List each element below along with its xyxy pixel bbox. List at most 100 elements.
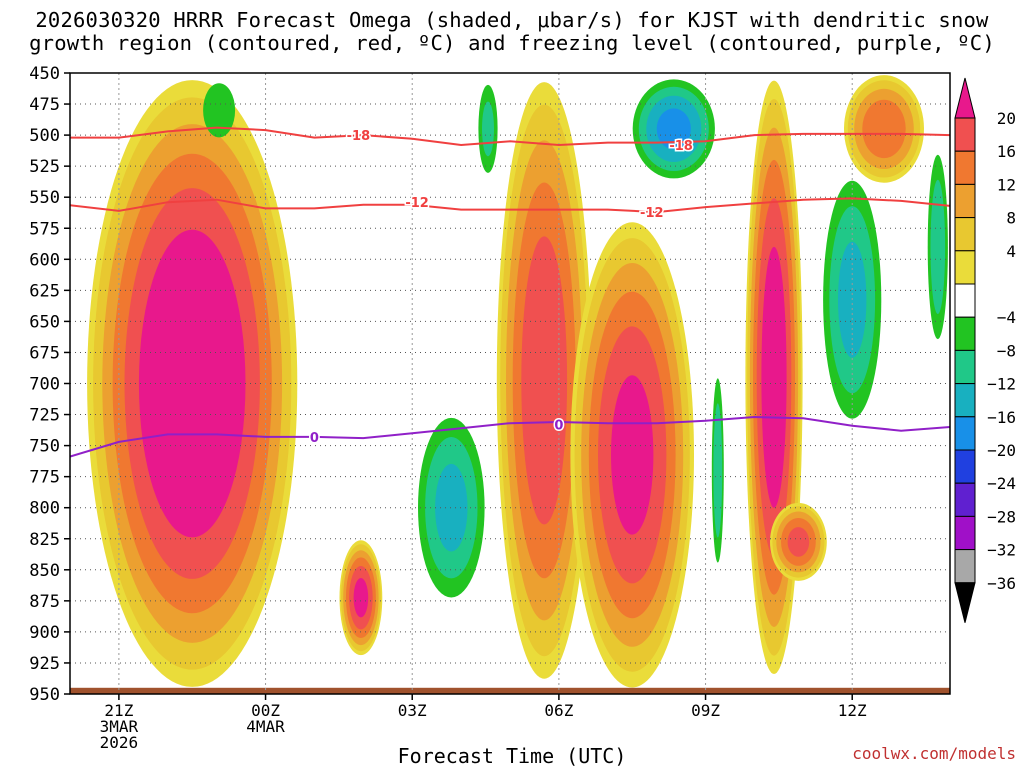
- contour-label: -12: [405, 196, 429, 211]
- x-tick-label: 2026: [100, 733, 139, 752]
- omega-band: [203, 83, 236, 138]
- colorbar-bottom-arrow: [954, 582, 976, 623]
- colorbar-box: [954, 349, 976, 385]
- ground-strip: [70, 687, 950, 694]
- omega-shading: [70, 75, 950, 694]
- colorbar-label: 12: [997, 175, 1016, 194]
- y-tick-label: 725: [29, 406, 60, 426]
- colorbar-label: −20: [987, 441, 1016, 460]
- contour-0: [70, 415, 950, 458]
- x-tick-label: 4MAR: [246, 717, 285, 736]
- x-tick-label: 09Z: [691, 701, 720, 720]
- colorbar-label: −4: [997, 308, 1016, 327]
- y-tick-label: 625: [29, 281, 60, 301]
- omega-band: [138, 229, 246, 538]
- y-tick-label: 900: [29, 623, 60, 643]
- contour-label: 0: [554, 419, 563, 434]
- contour-label: -18: [669, 139, 693, 154]
- y-tick-label: 575: [29, 219, 60, 239]
- x-tick-label: 3MAR: [100, 717, 139, 736]
- y-tick-label: 550: [29, 188, 60, 208]
- y-tick-label: 800: [29, 499, 60, 519]
- omega-feature-8: [711, 378, 724, 563]
- colorbar-box: [954, 250, 976, 285]
- contour-label: -18: [347, 129, 371, 144]
- y-tick-label: 500: [29, 126, 60, 146]
- colorbar-label: 8: [1006, 209, 1016, 228]
- colorbar: 20 16 12 8 4 −4 −8 −12 −16 −20 −24 −28 −32 −36: [954, 77, 1016, 623]
- x-tick-label: 21Z: [104, 701, 133, 720]
- contours: -18 -18 -12 -12 0 0: [70, 126, 950, 458]
- colorbar-label: 16: [997, 142, 1016, 161]
- omega-feature-13: [927, 154, 948, 340]
- omega-feature-7: [632, 79, 715, 179]
- y-tick-label: 675: [29, 343, 60, 363]
- colorbar-label: 20: [997, 109, 1016, 128]
- colorbar-box: [954, 515, 976, 551]
- omega-feature-0: [87, 80, 298, 687]
- colorbar-label: −8: [997, 341, 1016, 360]
- y-tick-label: 925: [29, 654, 60, 674]
- y-tick-label: 600: [29, 250, 60, 270]
- colorbar-box: [954, 383, 976, 418]
- omega-band: [862, 99, 906, 159]
- colorbar-label: −36: [987, 574, 1016, 593]
- colorbar-label: −32: [987, 541, 1016, 560]
- omega-feature-1: [203, 83, 236, 138]
- colorbar-box: [954, 283, 976, 318]
- omega-feature-5: [496, 82, 592, 679]
- chart-title-line2: growth region (contoured, red, ºC) and f…: [29, 31, 995, 55]
- omega-band: [611, 375, 654, 535]
- colorbar-box: [954, 416, 976, 451]
- y-tick-label: 850: [29, 561, 60, 581]
- x-axis-title: Forecast Time (UTC): [397, 744, 627, 768]
- contour--18: [70, 126, 950, 147]
- omega-band: [656, 108, 691, 150]
- omega-band: [521, 236, 568, 525]
- colorbar-label: −28: [987, 507, 1016, 526]
- omega-band: [761, 246, 787, 508]
- colorbar-top-arrow: [954, 77, 976, 119]
- y-tick-label: 775: [29, 468, 60, 488]
- omega-band: [435, 463, 468, 552]
- omega-feature-12: [844, 75, 924, 183]
- x-tick-label: 06Z: [544, 701, 573, 720]
- omega-feature-9: [745, 80, 803, 674]
- colorbar-box: [954, 150, 976, 185]
- omega-feature-2: [339, 540, 383, 656]
- omega-feature-4: [418, 417, 485, 598]
- omega-feature-10: [770, 502, 827, 581]
- x-tick-label: 12Z: [838, 701, 867, 720]
- chart-title-line1: 2026030320 HRRR Forecast Omega (shaded, …: [35, 8, 989, 32]
- omega-feature-3: [478, 84, 498, 173]
- omega-feature-6: [570, 222, 694, 688]
- y-tick-label: 700: [29, 375, 60, 395]
- axes: 450 475 500 525 550 575 600 625 650 675 700 725 750 7…: [29, 64, 951, 752]
- colorbar-box: [954, 183, 976, 219]
- colorbar-box: [954, 482, 976, 517]
- contour-label: -12: [640, 206, 664, 221]
- y-tick-label: 525: [29, 157, 60, 177]
- y-tick-label: 825: [29, 530, 60, 550]
- omega-band: [930, 179, 946, 314]
- y-tick-label: 750: [29, 437, 60, 457]
- omega-band: [482, 101, 494, 157]
- colorbar-box: [954, 217, 976, 252]
- x-tick-label: 03Z: [398, 701, 427, 720]
- omega-band: [713, 403, 723, 538]
- y-tick-label: 650: [29, 312, 60, 332]
- colorbar-box: [954, 549, 976, 584]
- y-tick-label: 875: [29, 592, 60, 612]
- colorbar-label: 4: [1006, 242, 1016, 261]
- colorbar-box: [954, 449, 976, 484]
- y-tick-label: 950: [29, 685, 60, 705]
- y-tick-label: 450: [29, 64, 60, 84]
- y-tick-label: 475: [29, 95, 60, 115]
- colorbar-box: [954, 316, 976, 351]
- omega-band: [787, 527, 810, 557]
- contour--12: [70, 197, 950, 214]
- contour-label: 0: [310, 431, 319, 446]
- omega-band: [353, 578, 369, 618]
- colorbar-label: −12: [987, 375, 1016, 394]
